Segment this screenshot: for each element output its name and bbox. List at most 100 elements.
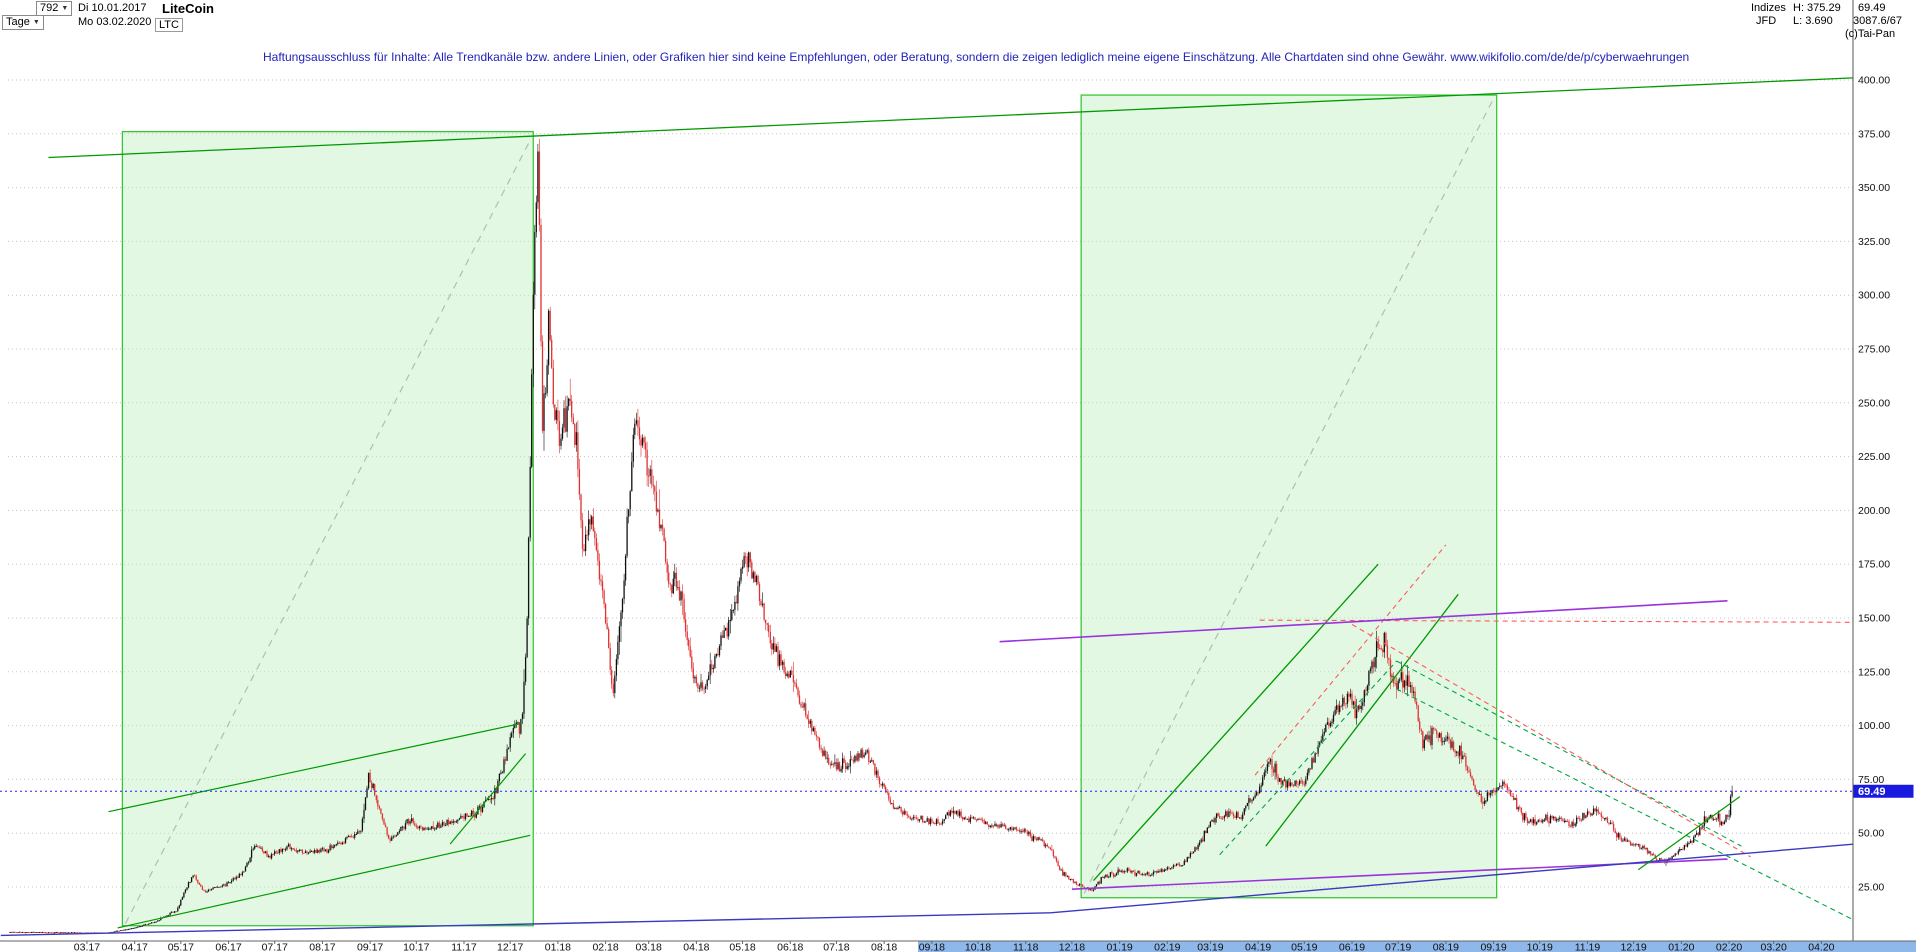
time-axis-label: 05.17	[168, 942, 194, 952]
price-axis-label: 200.00	[1858, 505, 1890, 517]
price-axis-label: 75.00	[1858, 774, 1884, 786]
time-axis-label: 05.18	[729, 942, 755, 952]
time-axis-label: 04.20	[1808, 942, 1834, 952]
trendline	[1259, 619, 1853, 623]
time-axis-label: 03.19	[1197, 942, 1223, 952]
trendline	[48, 77, 1853, 159]
trendline	[1050, 843, 1853, 914]
time-axis-label: 04.17	[122, 942, 148, 952]
time-axis-label: 08.19	[1433, 942, 1459, 952]
chevron-down-icon: ▼	[61, 5, 69, 12]
toolbar-row-1: 792 ▼	[36, 1, 73, 16]
time-axis-label: 11.19	[1575, 942, 1601, 952]
price-axis-label: 375.00	[1858, 128, 1890, 140]
trendline	[999, 599, 1728, 643]
time-axis-label: 09.17	[357, 942, 383, 952]
price-axis-label: 400.00	[1858, 75, 1890, 87]
time-axis-range-highlight[interactable]	[918, 941, 1916, 952]
time-axis-label: 12.19	[1621, 942, 1647, 952]
chevron-down-icon: ▼	[32, 19, 40, 26]
date-from-label: Di 10.01.2017	[78, 2, 147, 14]
time-axis-label: 02.19	[1154, 942, 1180, 952]
trendline	[1219, 660, 1398, 856]
time-axis-label: 12.17	[497, 942, 523, 952]
time-axis-label: 01.20	[1668, 942, 1694, 952]
bars-count-dropdown[interactable]: 792 ▼	[36, 1, 73, 16]
plot-layers	[0, 77, 1853, 937]
time-axis-label: 08.17	[309, 942, 335, 952]
disclaimer-text: Haftungsausschluss für Inhalte: Alle Tre…	[263, 50, 1690, 64]
last-price-badge-text: 69.49	[1858, 786, 1886, 798]
trendline	[108, 722, 522, 813]
bars-count-value: 792	[40, 2, 59, 14]
trendline	[1351, 623, 1751, 858]
time-axis-label: 09.19	[1480, 942, 1506, 952]
time-axis-label: 03.20	[1761, 942, 1787, 952]
symbol-value: LTC	[155, 18, 183, 32]
symbol-field[interactable]: LTC	[155, 15, 183, 33]
time-axis-label: 11.17	[451, 942, 477, 952]
price-axis-label: 300.00	[1858, 290, 1890, 302]
price-axis-label: 325.00	[1858, 236, 1890, 248]
trendline	[449, 753, 527, 845]
time-axis-label: 06.17	[215, 942, 241, 952]
price-axis-label: 250.00	[1858, 397, 1890, 409]
trendline	[1265, 593, 1459, 847]
candles-down-bodies	[10, 151, 1729, 934]
time-axis-label: 02.18	[592, 942, 618, 952]
time-axis-label: 03.18	[636, 942, 662, 952]
time-axis-label: 02.20	[1716, 942, 1742, 952]
trendline	[0, 912, 1051, 937]
price-axis-label: 50.00	[1858, 828, 1884, 840]
price-axis-label: 25.00	[1858, 882, 1884, 894]
instrument-title: LiteCoin	[162, 1, 214, 16]
time-axis-label: 07.17	[262, 942, 288, 952]
timeframe-dropdown[interactable]: Tage ▼	[2, 15, 44, 30]
price-axis-label: 275.00	[1858, 344, 1890, 356]
time-axis-label: 05.19	[1291, 942, 1317, 952]
price-axis-label: 225.00	[1858, 451, 1890, 463]
trendline	[1637, 796, 1741, 871]
last-price-text: 69.49	[1858, 2, 1886, 14]
time-axis-label: 08.18	[871, 942, 897, 952]
low-label: L: 3.690	[1793, 15, 1833, 27]
time-axis-label: 06.18	[777, 942, 803, 952]
time-axis-label: 11.18	[1013, 942, 1039, 952]
source-label-1: Indizes	[1751, 2, 1786, 14]
time-axis-label: 06.19	[1339, 942, 1365, 952]
time-axis-label: 10.17	[403, 942, 429, 952]
time-axis-label: 01.18	[545, 942, 571, 952]
high-label: H: 375.29	[1793, 2, 1841, 14]
time-axis-label: 01.19	[1106, 942, 1132, 952]
time-axis-label: 12.18	[1059, 942, 1085, 952]
date-to-label: Mo 03.02.2020	[78, 16, 152, 28]
source-label-2: JFD	[1756, 15, 1777, 27]
trendline	[1396, 660, 1742, 847]
last-price-badge	[1853, 784, 1914, 798]
price-axis-label: 150.00	[1858, 613, 1890, 625]
volume-info: 3087.6/67	[1853, 15, 1902, 27]
trend-channel-box	[121, 131, 534, 927]
time-axis-label: 07.19	[1385, 942, 1411, 952]
trendline	[1254, 544, 1447, 776]
trendline	[1083, 101, 1493, 894]
candles-up-bodies	[9, 151, 1733, 934]
toolbar-row-2: Tage ▼	[2, 15, 44, 30]
price-axis-label: 125.00	[1858, 666, 1890, 678]
time-axis-label: 07.18	[823, 942, 849, 952]
timeframe-value: Tage	[6, 16, 30, 28]
time-axis-label: 04.18	[683, 942, 709, 952]
trendline	[1396, 688, 1853, 921]
trendline	[117, 834, 531, 929]
copyright-label: (c)Tai-Pan	[1845, 28, 1896, 40]
time-axis-label: 09.18	[919, 942, 945, 952]
trendline	[1092, 563, 1379, 881]
price-axis-label: 350.00	[1858, 182, 1890, 194]
time-axis-label: 10.19	[1527, 942, 1553, 952]
time-axis-label: 03.17	[74, 942, 100, 952]
time-axis-label: 04.19	[1245, 942, 1271, 952]
price-axis-label: 175.00	[1858, 559, 1890, 571]
price-axis-label: 100.00	[1858, 720, 1890, 732]
